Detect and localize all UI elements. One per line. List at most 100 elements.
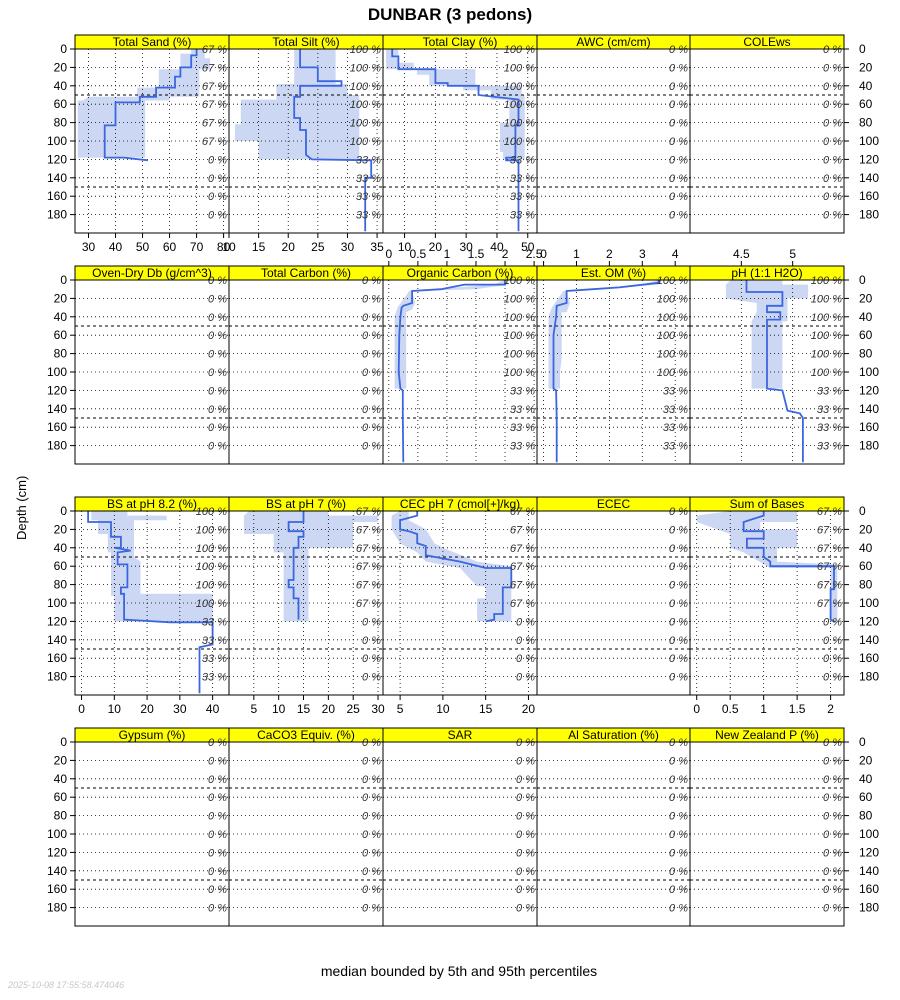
y-tick-label-right: 0 [859, 735, 866, 749]
percent-label: 33 % [356, 210, 381, 222]
y-tick-label-right: 20 [859, 753, 873, 767]
x-tick-label: 40 [109, 240, 123, 254]
percent-label: 100 % [504, 81, 535, 93]
percent-label: 33 % [510, 404, 535, 416]
y-tick-label-right: 60 [859, 97, 873, 111]
x-tick-label: 0 [385, 247, 392, 261]
percent-label: 33 % [510, 191, 535, 203]
y-tick-label-left: 60 [54, 790, 68, 804]
y-tick-label-left: 120 [47, 152, 67, 166]
percent-label: 0 % [362, 653, 381, 665]
y-tick-label-left: 180 [47, 670, 67, 684]
y-tick-label-left: 140 [47, 864, 67, 878]
panel-total-sand-: Total Sand (%) 67 % 67 % 67 % 67 % 67 % 67 % 0 … [74, 34, 231, 254]
y-tick-label-right: 180 [859, 208, 879, 222]
y-tick-label-right: 60 [859, 559, 873, 573]
y-tick-label-right: 60 [859, 790, 873, 804]
x-tick-label: 50 [136, 240, 150, 254]
percent-label: 0 % [516, 737, 535, 749]
percent-label: 0 % [669, 847, 688, 859]
percent-label: 100 % [350, 62, 381, 74]
x-tick-label: 4 [672, 247, 679, 261]
percent-label: 67 % [817, 524, 842, 536]
percent-label: 33 % [817, 404, 842, 416]
y-tick-label-right: 20 [859, 291, 873, 305]
percent-label: 100 % [811, 312, 842, 324]
percent-label: 100 % [504, 349, 535, 361]
percent-label: 67 % [817, 543, 842, 555]
percent-label: 100 % [196, 580, 227, 592]
median-line [397, 280, 506, 463]
y-tick-label-right: 120 [859, 152, 879, 166]
percent-label: 0 % [669, 792, 688, 804]
percent-label: 100 % [504, 62, 535, 74]
percent-label: 0 % [669, 62, 688, 74]
percent-label: 67 % [202, 118, 227, 130]
x-tick-label: 30 [82, 240, 96, 254]
y-tick-label-left: 120 [47, 614, 67, 628]
x-tick-label: 10 [398, 240, 412, 254]
percent-label: 0 % [516, 903, 535, 915]
y-tick-label-right: 120 [859, 383, 879, 397]
percent-label: 100 % [196, 598, 227, 610]
y-tick-label-right: 0 [859, 42, 866, 56]
percent-label: 0 % [823, 755, 842, 767]
percent-label: 0 % [208, 367, 227, 379]
percent-label: 0 % [823, 154, 842, 166]
percent-label: 33 % [510, 210, 535, 222]
percent-label: 67 % [356, 598, 381, 610]
panel-strip-label: AWC (cm/cm) [576, 35, 650, 49]
percent-label: 33 % [663, 441, 688, 453]
panel-strip-label: Sum of Bases [730, 497, 805, 511]
percent-label: 0 % [669, 136, 688, 148]
percent-label: 100 % [504, 275, 535, 287]
y-tick-label-left: 80 [54, 347, 68, 361]
percent-label: 0 % [208, 385, 227, 397]
percent-label: 33 % [510, 154, 535, 166]
y-tick-label-left: 180 [47, 901, 67, 915]
panel-strip-label: Organic Carbon (%) [407, 266, 514, 280]
percent-label: 0 % [669, 191, 688, 203]
percent-label: 100 % [196, 543, 227, 555]
y-tick-label-right: 0 [859, 504, 866, 518]
y-tick-label-right: 160 [859, 651, 879, 665]
percent-label: 0 % [823, 811, 842, 823]
percent-label: 67 % [202, 81, 227, 93]
panel-total-carbon-: Total Carbon (%) 0 % 0 % 0 % 0 % 0 % 0 % 0 % 0 %… [228, 265, 384, 465]
percent-label: 33 % [510, 441, 535, 453]
percent-label: 0 % [516, 653, 535, 665]
y-tick-label-left: 0 [60, 273, 67, 287]
percent-label: 67 % [356, 543, 381, 555]
percent-label: 100 % [350, 99, 381, 111]
y-tick-label-left: 120 [47, 383, 67, 397]
percent-label: 100 % [504, 99, 535, 111]
y-tick-label-left: 100 [47, 134, 67, 148]
percent-label: 0 % [362, 312, 381, 324]
percent-label: 0 % [516, 755, 535, 767]
percent-label: 0 % [823, 792, 842, 804]
x-tick-label: 15 [297, 702, 311, 716]
percent-label: 0 % [208, 884, 227, 896]
percent-label: 67 % [510, 524, 535, 536]
y-tick-label-left: 160 [47, 189, 67, 203]
panel-strip-label: Est. OM (%) [581, 266, 646, 280]
percent-label: 0 % [362, 737, 381, 749]
percent-label: 100 % [811, 293, 842, 305]
percent-label: 100 % [350, 81, 381, 93]
x-tick-label: 1 [760, 702, 767, 716]
panel-strip-label: Al Saturation (%) [568, 728, 659, 742]
percentile-band [548, 280, 659, 389]
y-tick-label-left: 180 [47, 439, 67, 453]
percent-label: 0 % [823, 847, 842, 859]
percent-label: 0 % [516, 672, 535, 684]
y-tick-label-right: 160 [859, 882, 879, 896]
y-tick-label-left: 60 [54, 328, 68, 342]
x-tick-label: 35 [370, 240, 384, 254]
panel-strip-label: Oven-Dry Db (g/cm^3) [92, 266, 212, 280]
percent-label: 33 % [817, 441, 842, 453]
percent-label: 0 % [208, 847, 227, 859]
y-tick-label-left: 60 [54, 559, 68, 573]
percent-label: 0 % [669, 44, 688, 56]
percent-label: 0 % [823, 653, 842, 665]
percent-label: 0 % [208, 191, 227, 203]
